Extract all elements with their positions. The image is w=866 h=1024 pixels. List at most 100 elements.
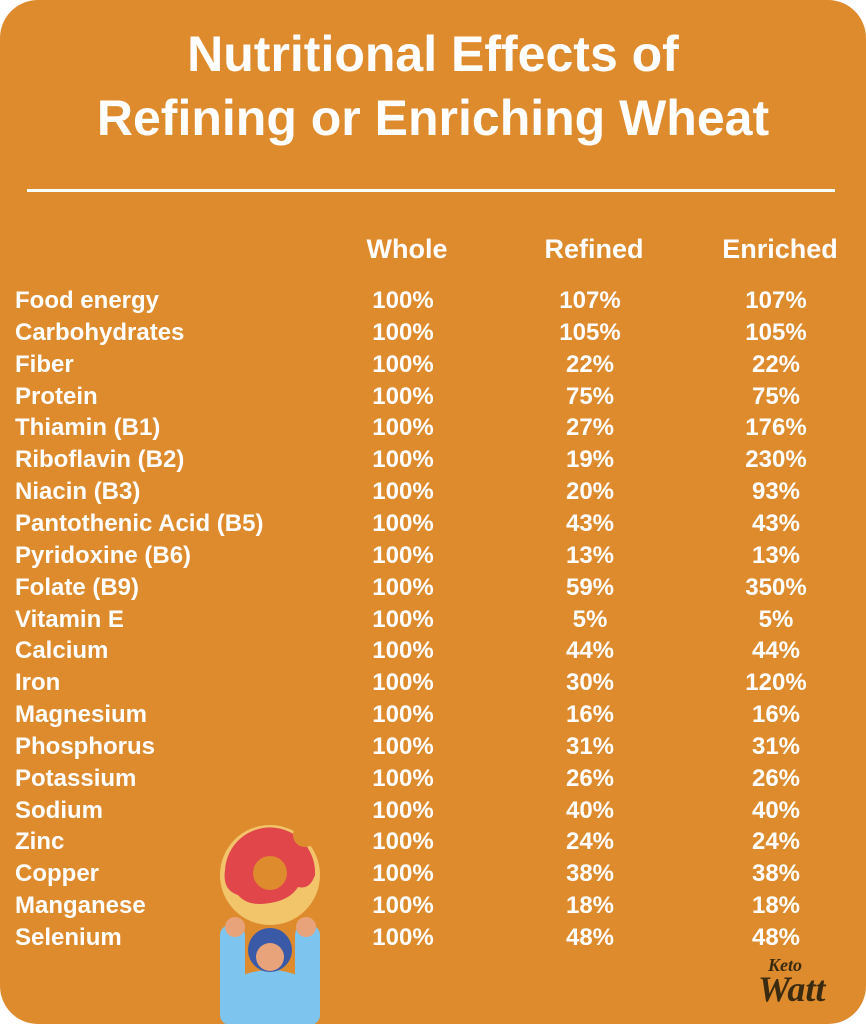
row-label: Carbohydrates: [15, 318, 185, 346]
cell-value: 44%: [565, 637, 615, 665]
logo-text: Watt: [758, 969, 826, 1009]
row-label: Riboflavin (B2): [15, 446, 185, 474]
row-label: Iron: [15, 669, 61, 697]
row-label: Pantothenic Acid (B5): [15, 509, 264, 537]
row-label: Magnesium: [15, 701, 148, 729]
cell-value: 16%: [751, 701, 801, 729]
cell-value: 107%: [745, 287, 807, 314]
row-label: Copper: [15, 860, 99, 888]
row-label: Selenium: [15, 924, 122, 951]
row-label: Phosphorus: [15, 732, 156, 760]
cell-value: 16%: [565, 701, 615, 729]
cell-value: 38%: [751, 860, 801, 888]
cell-value: 43%: [751, 509, 801, 537]
cell-value: 100%: [372, 318, 434, 346]
cell-value: 100%: [372, 382, 434, 410]
row-label: Food energy: [15, 287, 160, 314]
row-label: Sodium: [15, 796, 103, 824]
column-header: Whole: [366, 234, 448, 264]
cell-value: 13%: [751, 541, 801, 569]
row-label: Manganese: [15, 892, 146, 920]
cell-value: 93%: [751, 478, 801, 506]
cell-value: 59%: [565, 573, 615, 601]
cell-value: 48%: [751, 924, 801, 951]
divider: [27, 189, 835, 192]
row-label: Pyridoxine (B6): [15, 541, 192, 569]
cell-value: 100%: [372, 701, 434, 729]
cell-value: 5%: [758, 605, 794, 633]
cell-value: 75%: [565, 382, 615, 410]
cell-value: 100%: [372, 637, 434, 665]
cell-value: 18%: [565, 892, 615, 920]
cell-value: 24%: [751, 828, 801, 856]
cell-value: 22%: [751, 350, 801, 378]
cell-value: 100%: [372, 478, 434, 506]
cell-value: 230%: [745, 446, 807, 474]
donut-illustration: [220, 823, 320, 1024]
hand: [296, 917, 316, 937]
cell-value: 40%: [751, 796, 801, 824]
title-line: Nutritional Effects of: [187, 26, 679, 82]
hand: [225, 917, 245, 937]
column-header: Enriched: [722, 234, 838, 264]
cell-value: 100%: [372, 605, 434, 633]
row-label: Protein: [15, 382, 98, 410]
cell-value: 100%: [372, 892, 434, 920]
cell-value: 31%: [565, 732, 615, 760]
cell-value: 100%: [372, 860, 434, 888]
cell-value: 24%: [565, 828, 615, 856]
cell-value: 100%: [372, 828, 434, 856]
cell-value: 100%: [372, 764, 434, 792]
row-label: Folate (B9): [15, 573, 140, 601]
cell-value: 5%: [572, 605, 608, 633]
logo-text: Keto: [768, 955, 802, 975]
donut-hole: [253, 856, 287, 890]
cell-value: 100%: [372, 446, 434, 474]
row-label: Zinc: [15, 828, 65, 856]
cell-value: 100%: [372, 509, 434, 537]
cell-value: 19%: [565, 446, 615, 474]
face: [256, 943, 284, 971]
cell-value: 100%: [372, 924, 434, 951]
cell-value: 100%: [372, 287, 434, 314]
cell-value: 100%: [372, 350, 434, 378]
cell-value: 26%: [751, 764, 801, 792]
cell-value: 48%: [565, 924, 615, 951]
body: [232, 970, 308, 1024]
row-label: Potassium: [15, 764, 137, 792]
row-label: Calcium: [15, 637, 109, 665]
cell-value: 100%: [372, 796, 434, 824]
cell-value: 350%: [745, 573, 807, 601]
cell-value: 100%: [372, 732, 434, 760]
bite: [293, 823, 317, 847]
cell-value: 20%: [565, 478, 615, 506]
cell-value: 38%: [565, 860, 615, 888]
cell-value: 105%: [745, 318, 807, 346]
cell-value: 105%: [559, 318, 621, 346]
cell-value: 176%: [745, 414, 807, 442]
cell-value: 22%: [565, 350, 615, 378]
cell-value: 40%: [565, 796, 615, 824]
cell-value: 100%: [372, 669, 434, 697]
cell-value: 100%: [372, 573, 434, 601]
row-label: Niacin (B3): [15, 478, 141, 506]
cell-value: 31%: [751, 732, 801, 760]
row-label: Fiber: [15, 350, 74, 378]
column-header: Refined: [544, 234, 644, 264]
row-label: Vitamin E: [15, 605, 124, 633]
cell-value: 30%: [565, 669, 615, 697]
cell-value: 120%: [745, 669, 807, 697]
cell-value: 44%: [751, 637, 801, 665]
row-label: Thiamin (B1): [15, 414, 161, 442]
cell-value: 27%: [565, 414, 615, 442]
cell-value: 18%: [751, 892, 801, 920]
cell-value: 75%: [751, 382, 801, 410]
cell-value: 13%: [565, 541, 615, 569]
cell-value: 100%: [372, 414, 434, 442]
cell-value: 26%: [565, 764, 615, 792]
cell-value: 43%: [565, 509, 615, 537]
cell-value: 107%: [559, 287, 621, 314]
title-line: Refining or Enriching Wheat: [96, 90, 770, 146]
cell-value: 100%: [372, 541, 434, 569]
